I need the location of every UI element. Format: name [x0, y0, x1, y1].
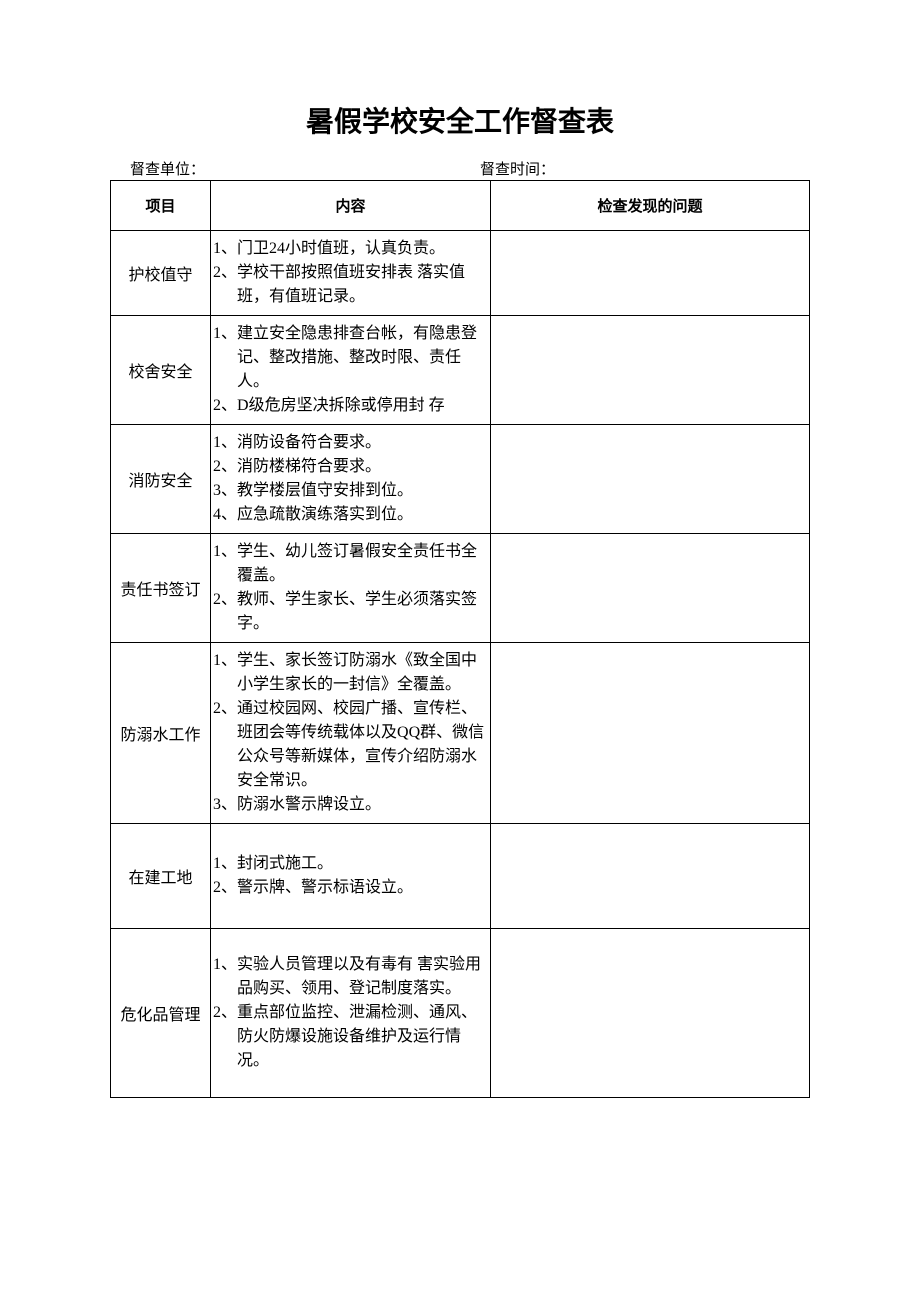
content-item-number: 2、 [213, 261, 237, 309]
content-item-number: 1、 [213, 649, 237, 697]
content-item-text: 封闭式施工。 [237, 852, 486, 876]
content-item-number: 1、 [213, 431, 237, 455]
table-row: 校舍安全1、建立安全隐患排查台帐，有隐患登记、整改措施、整改时限、责任人。2、D… [111, 316, 810, 425]
content-item: 1、学生、家长签订防溺水《致全国中小学生家长的一封信》全覆盖。 [213, 649, 486, 697]
meta-time-label: 督查时间： [480, 158, 810, 179]
issues-cell [491, 534, 810, 643]
project-cell: 责任书签订 [111, 534, 211, 643]
content-cell: 1、封闭式施工。2、警示牌、警示标语设立。 [211, 824, 491, 929]
issues-cell [491, 929, 810, 1098]
project-cell: 危化品管理 [111, 929, 211, 1098]
content-item-text: 防溺水警示牌设立。 [237, 793, 486, 817]
table-row: 消防安全1、消防设备符合要求。2、消防楼梯符合要求。3、教学楼层值守安排到位。4… [111, 425, 810, 534]
content-item-text: 重点部位监控、泄漏检测、通风、防火防爆设施设备维护及运行情况。 [237, 1001, 486, 1073]
content-item-number: 3、 [213, 793, 237, 817]
content-item: 1、建立安全隐患排查台帐，有隐患登记、整改措施、整改时限、责任人。 [213, 322, 486, 394]
issues-cell [491, 824, 810, 929]
project-cell: 校舍安全 [111, 316, 211, 425]
content-cell: 1、学生、幼儿签订暑假安全责任书全覆盖。2、教师、学生家长、学生必须落实签字。 [211, 534, 491, 643]
project-cell: 防溺水工作 [111, 643, 211, 824]
content-cell: 1、消防设备符合要求。2、消防楼梯符合要求。3、教学楼层值守安排到位。4、应急疏… [211, 425, 491, 534]
content-item-number: 1、 [213, 322, 237, 394]
issues-cell [491, 231, 810, 316]
issues-cell [491, 643, 810, 824]
content-item-text: 教学楼层值守安排到位。 [237, 479, 486, 503]
content-item: 2、教师、学生家长、学生必须落实签字。 [213, 588, 486, 636]
content-item-number: 2、 [213, 455, 237, 479]
page-title: 暑假学校安全工作督查表 [110, 100, 810, 140]
header-content: 内容 [211, 181, 491, 231]
content-item-text: 通过校园网、校园广播、宣传栏、班团会等传统载体以及QQ群、微信公众号等新媒体，宣… [237, 697, 486, 793]
content-cell: 1、门卫24小时值班，认真负责。2、学校干部按照值班安排表 落实值班，有值班记录… [211, 231, 491, 316]
content-item: 2、通过校园网、校园广播、宣传栏、班团会等传统载体以及QQ群、微信公众号等新媒体… [213, 697, 486, 793]
content-item-number: 2、 [213, 1001, 237, 1073]
content-item-text: 门卫24小时值班，认真负责。 [237, 237, 486, 261]
content-item: 1、封闭式施工。 [213, 852, 486, 876]
content-item-number: 1、 [213, 540, 237, 588]
content-item-number: 2、 [213, 588, 237, 636]
content-item: 2、学校干部按照值班安排表 落实值班，有值班记录。 [213, 261, 486, 309]
table-row: 防溺水工作1、学生、家长签订防溺水《致全国中小学生家长的一封信》全覆盖。2、通过… [111, 643, 810, 824]
project-cell: 消防安全 [111, 425, 211, 534]
content-cell: 1、实验人员管理以及有毒有 害实验用品购买、领用、登记制度落实。2、重点部位监控… [211, 929, 491, 1098]
meta-row: 督查单位： 督查时间： [110, 158, 810, 179]
meta-unit-label: 督查单位： [110, 158, 480, 179]
content-item-number: 1、 [213, 852, 237, 876]
content-item-number: 2、 [213, 394, 237, 418]
content-item: 1、消防设备符合要求。 [213, 431, 486, 455]
inspection-table: 项目 内容 检查发现的问题 护校值守1、门卫24小时值班，认真负责。2、学校干部… [110, 180, 810, 1098]
content-item-text: 学生、家长签订防溺水《致全国中小学生家长的一封信》全覆盖。 [237, 649, 486, 697]
issues-cell [491, 316, 810, 425]
content-item: 2、D级危房坚决拆除或停用封 存 [213, 394, 486, 418]
content-item: 1、实验人员管理以及有毒有 害实验用品购买、领用、登记制度落实。 [213, 953, 486, 1001]
content-item: 3、防溺水警示牌设立。 [213, 793, 486, 817]
table-row: 护校值守1、门卫24小时值班，认真负责。2、学校干部按照值班安排表 落实值班，有… [111, 231, 810, 316]
table-header-row: 项目 内容 检查发现的问题 [111, 181, 810, 231]
content-cell: 1、学生、家长签订防溺水《致全国中小学生家长的一封信》全覆盖。2、通过校园网、校… [211, 643, 491, 824]
content-item-number: 2、 [213, 876, 237, 900]
table-row: 危化品管理1、实验人员管理以及有毒有 害实验用品购买、领用、登记制度落实。2、重… [111, 929, 810, 1098]
header-project: 项目 [111, 181, 211, 231]
content-item-number: 3、 [213, 479, 237, 503]
table-row: 责任书签订1、学生、幼儿签订暑假安全责任书全覆盖。2、教师、学生家长、学生必须落… [111, 534, 810, 643]
content-item: 3、教学楼层值守安排到位。 [213, 479, 486, 503]
content-item-text: 消防设备符合要求。 [237, 431, 486, 455]
content-item-text: 教师、学生家长、学生必须落实签字。 [237, 588, 486, 636]
header-issues: 检查发现的问题 [491, 181, 810, 231]
content-cell: 1、建立安全隐患排查台帐，有隐患登记、整改措施、整改时限、责任人。2、D级危房坚… [211, 316, 491, 425]
table-row: 在建工地1、封闭式施工。2、警示牌、警示标语设立。 [111, 824, 810, 929]
content-item-text: 警示牌、警示标语设立。 [237, 876, 486, 900]
content-item-number: 4、 [213, 503, 237, 527]
project-cell: 护校值守 [111, 231, 211, 316]
content-item-text: D级危房坚决拆除或停用封 存 [237, 394, 486, 418]
content-item-text: 实验人员管理以及有毒有 害实验用品购买、领用、登记制度落实。 [237, 953, 486, 1001]
content-item: 2、重点部位监控、泄漏检测、通风、防火防爆设施设备维护及运行情况。 [213, 1001, 486, 1073]
content-item: 2、警示牌、警示标语设立。 [213, 876, 486, 900]
content-item: 4、应急疏散演练落实到位。 [213, 503, 486, 527]
content-item-number: 2、 [213, 697, 237, 793]
content-item-number: 1、 [213, 953, 237, 1001]
content-item-text: 建立安全隐患排查台帐，有隐患登记、整改措施、整改时限、责任人。 [237, 322, 486, 394]
content-item-text: 应急疏散演练落实到位。 [237, 503, 486, 527]
content-item: 1、学生、幼儿签订暑假安全责任书全覆盖。 [213, 540, 486, 588]
content-item-text: 消防楼梯符合要求。 [237, 455, 486, 479]
content-item-number: 1、 [213, 237, 237, 261]
content-item: 2、消防楼梯符合要求。 [213, 455, 486, 479]
issues-cell [491, 425, 810, 534]
content-item-text: 学校干部按照值班安排表 落实值班，有值班记录。 [237, 261, 486, 309]
project-cell: 在建工地 [111, 824, 211, 929]
content-item-text: 学生、幼儿签订暑假安全责任书全覆盖。 [237, 540, 486, 588]
content-item: 1、门卫24小时值班，认真负责。 [213, 237, 486, 261]
